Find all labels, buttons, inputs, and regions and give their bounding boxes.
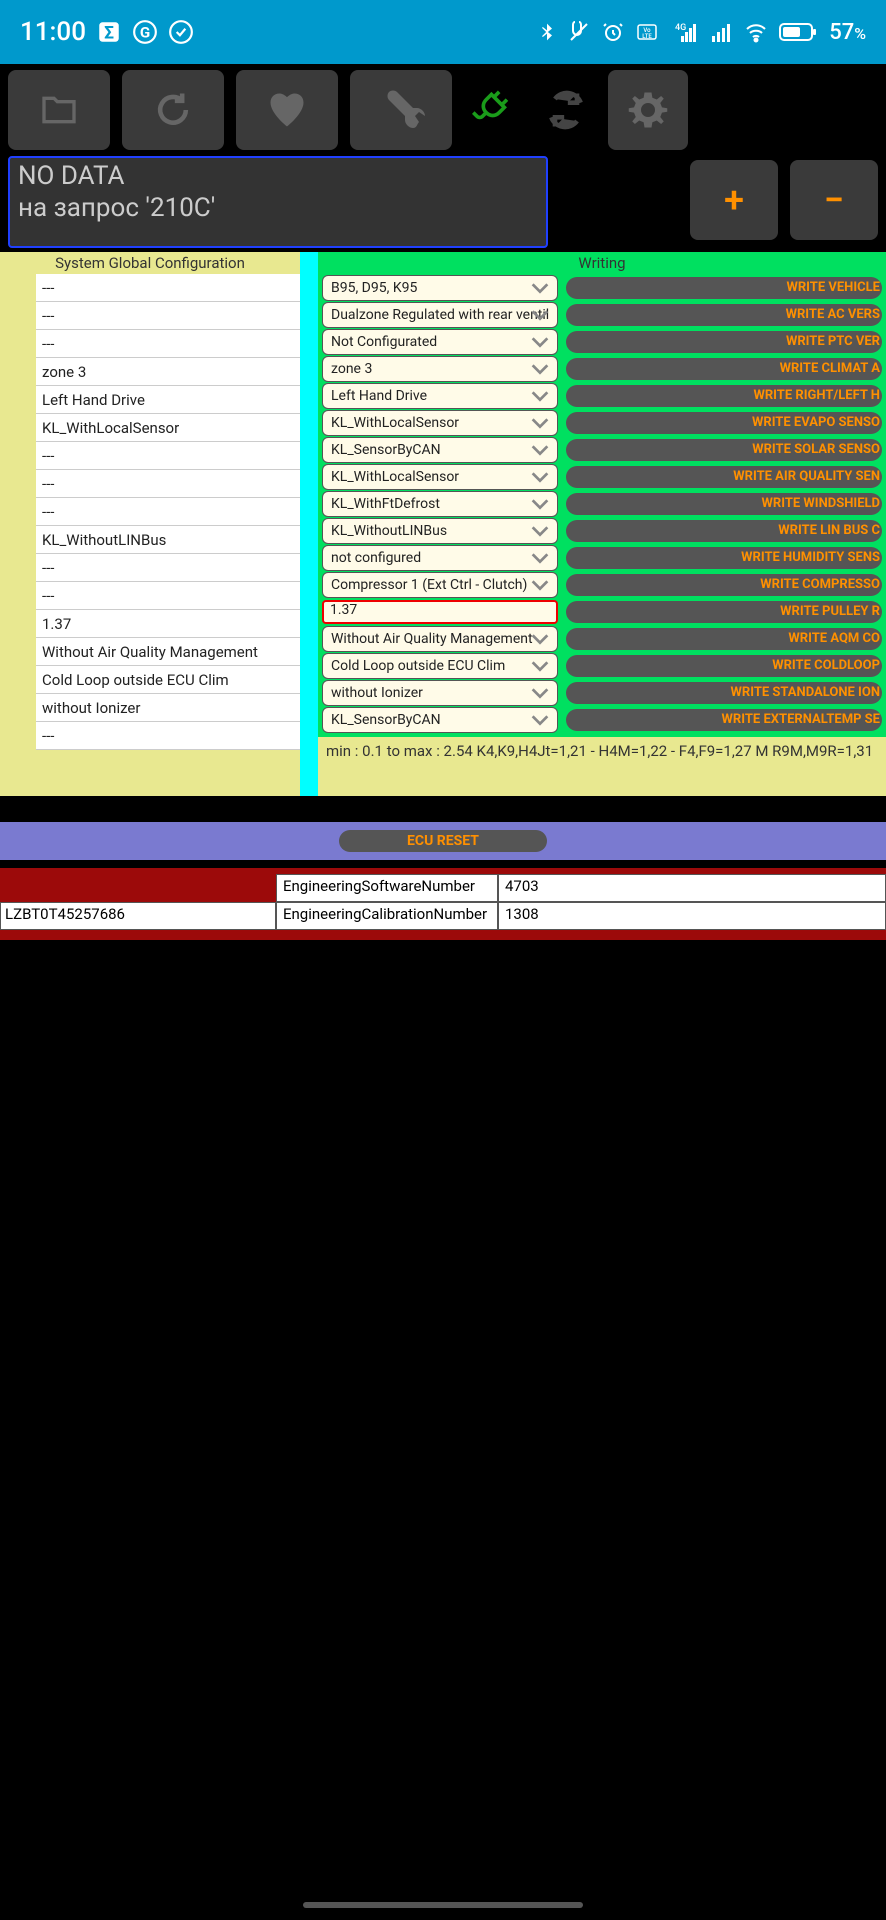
svg-text:Σ: Σ bbox=[104, 24, 114, 44]
write-button[interactable]: WRITE VEHICLE bbox=[566, 277, 882, 299]
status-bar: 11:00 Σ G VoLTE 4G 57% bbox=[0, 0, 886, 64]
config-row: Left Hand Drive bbox=[36, 386, 300, 414]
svg-text:G: G bbox=[140, 23, 150, 41]
content: System Global Configuration ---------zon… bbox=[0, 252, 886, 796]
right-panel: Writing B95, D95, K95 WRITE VEHICLE Dualzo… bbox=[300, 252, 886, 796]
app-icon-3 bbox=[168, 19, 194, 45]
ecu-bar: ECU RESET bbox=[0, 822, 886, 860]
config-row: without Ionizer bbox=[36, 694, 300, 722]
svg-text:LTE: LTE bbox=[642, 33, 652, 40]
config-dropdown[interactable]: KL_SensorByCAN bbox=[322, 437, 558, 463]
write-button[interactable]: WRITE EVAPO SENSO bbox=[566, 412, 882, 434]
config-row: 1.37 bbox=[36, 610, 300, 638]
left-panel: System Global Configuration ---------zon… bbox=[0, 252, 300, 796]
folder-button[interactable] bbox=[8, 70, 110, 150]
config-dropdown[interactable]: zone 3 bbox=[322, 356, 558, 382]
config-row: --- bbox=[36, 470, 300, 498]
write-button[interactable]: WRITE COLDLOOP bbox=[566, 655, 882, 677]
config-dropdown[interactable]: KL_WithLocalSensor bbox=[322, 464, 558, 490]
config-row: Without Air Quality Management bbox=[36, 638, 300, 666]
eng-cal-label: EngineeringCalibrationNumber bbox=[276, 902, 498, 930]
config-row: --- bbox=[36, 498, 300, 526]
right-header: Writing bbox=[318, 252, 886, 274]
write-button[interactable]: WRITE WINDSHIELD bbox=[566, 493, 882, 515]
left-header: System Global Configuration bbox=[0, 252, 300, 274]
config-row: KL_WithoutLINBus bbox=[36, 526, 300, 554]
config-row: --- bbox=[36, 274, 300, 302]
config-dropdown[interactable]: Cold Loop outside ECU Clim bbox=[322, 653, 558, 679]
write-button[interactable]: WRITE AC VERS bbox=[566, 304, 882, 326]
eng-sw-label: EngineeringSoftwareNumber bbox=[276, 874, 498, 902]
status-time: 11:00 bbox=[20, 17, 86, 47]
svg-text:4G: 4G bbox=[675, 23, 686, 33]
eng-sw-value: 4703 bbox=[498, 874, 886, 902]
config-row: --- bbox=[36, 722, 300, 750]
signal-4g-icon: 4G bbox=[669, 20, 699, 44]
config-dropdown[interactable]: Compressor 1 (Ext Ctrl - Clutch) bbox=[322, 572, 558, 598]
write-button[interactable]: WRITE PULLEY R bbox=[566, 601, 882, 623]
write-button[interactable]: WRITE EXTERNALTEMP SE bbox=[566, 709, 882, 731]
write-button[interactable]: WRITE SOLAR SENSO bbox=[566, 439, 882, 461]
nav-bar[interactable] bbox=[303, 1902, 583, 1908]
config-dropdown[interactable]: KL_WithFtDefrost bbox=[322, 491, 558, 517]
bluetooth-icon bbox=[537, 20, 557, 44]
config-row: zone 3 bbox=[36, 358, 300, 386]
config-dropdown[interactable]: Without Air Quality Management bbox=[322, 626, 558, 652]
config-dropdown[interactable]: KL_SensorByCAN bbox=[322, 707, 558, 733]
alarm-icon bbox=[601, 20, 625, 44]
config-row: --- bbox=[36, 442, 300, 470]
config-dropdown[interactable]: Not Configurated bbox=[322, 329, 558, 355]
value-input[interactable]: 1.37 bbox=[322, 600, 558, 624]
favorite-button[interactable] bbox=[236, 70, 338, 150]
settings-button[interactable] bbox=[608, 70, 688, 150]
write-button[interactable]: WRITE AQM CO bbox=[566, 628, 882, 650]
app-icon-1: Σ bbox=[96, 19, 122, 45]
sync-icon[interactable] bbox=[536, 88, 596, 132]
config-row: --- bbox=[36, 554, 300, 582]
message-box: NO DATA на запрос '210C' bbox=[8, 156, 548, 248]
plus-button[interactable]: + bbox=[690, 160, 778, 240]
ecu-reset-button[interactable]: ECU RESET bbox=[339, 830, 547, 852]
write-button[interactable]: WRITE RIGHT/LEFT H bbox=[566, 385, 882, 407]
config-row: KL_WithLocalSensor bbox=[36, 414, 300, 442]
write-button[interactable]: WRITE STANDALONE ION bbox=[566, 682, 882, 704]
config-dropdown[interactable]: KL_WithLocalSensor bbox=[322, 410, 558, 436]
config-dropdown[interactable]: B95, D95, K95 bbox=[322, 275, 558, 301]
write-button[interactable]: WRITE PTC VER bbox=[566, 331, 882, 353]
config-dropdown[interactable]: not configured bbox=[322, 545, 558, 571]
config-dropdown[interactable]: KL_WithoutLINBus bbox=[322, 518, 558, 544]
config-dropdown[interactable]: Left Hand Drive bbox=[322, 383, 558, 409]
write-button[interactable]: WRITE CLIMAT A bbox=[566, 358, 882, 380]
battery-icon bbox=[779, 21, 819, 43]
write-button[interactable]: WRITE AIR QUALITY SEN bbox=[566, 466, 882, 488]
config-dropdown[interactable]: without Ionizer bbox=[322, 680, 558, 706]
reload-button[interactable] bbox=[122, 70, 224, 150]
config-dropdown[interactable]: Dualzone Regulated with rear ventil bbox=[322, 302, 558, 328]
wifi-icon bbox=[743, 20, 769, 44]
config-row: --- bbox=[36, 302, 300, 330]
wrench-button[interactable] bbox=[350, 70, 452, 150]
app-icon-2: G bbox=[132, 19, 158, 45]
message-line2: на запрос '210C' bbox=[18, 192, 538, 224]
config-row: Cold Loop outside ECU Clim bbox=[36, 666, 300, 694]
signal-icon bbox=[709, 20, 733, 44]
minus-button[interactable]: − bbox=[790, 160, 878, 240]
write-button[interactable]: WRITE HUMIDITY SENS bbox=[566, 547, 882, 569]
eng-cal-value: 1308 bbox=[498, 902, 886, 930]
config-row: --- bbox=[36, 582, 300, 610]
write-button[interactable]: WRITE LIN BUS C bbox=[566, 520, 882, 542]
vin-cell: LZBT0T45257686 bbox=[0, 902, 276, 930]
message-row: NO DATA на запрос '210C' + − bbox=[0, 156, 886, 252]
red-section: LZBT0T45257686 EngineeringSoftwareNumber… bbox=[0, 868, 886, 940]
write-button[interactable]: WRITE COMPRESSO bbox=[566, 574, 882, 596]
footer-note: min : 0.1 to max : 2.54 K4,K9,H4Jt=1,21 … bbox=[318, 737, 886, 796]
message-line1: NO DATA bbox=[18, 160, 538, 192]
config-row: --- bbox=[36, 330, 300, 358]
plug-icon[interactable] bbox=[464, 88, 524, 132]
volte-icon: VoLTE bbox=[635, 20, 659, 44]
battery-pct: 57% bbox=[829, 20, 866, 45]
toolbar bbox=[0, 64, 886, 156]
mute-icon bbox=[567, 20, 591, 44]
